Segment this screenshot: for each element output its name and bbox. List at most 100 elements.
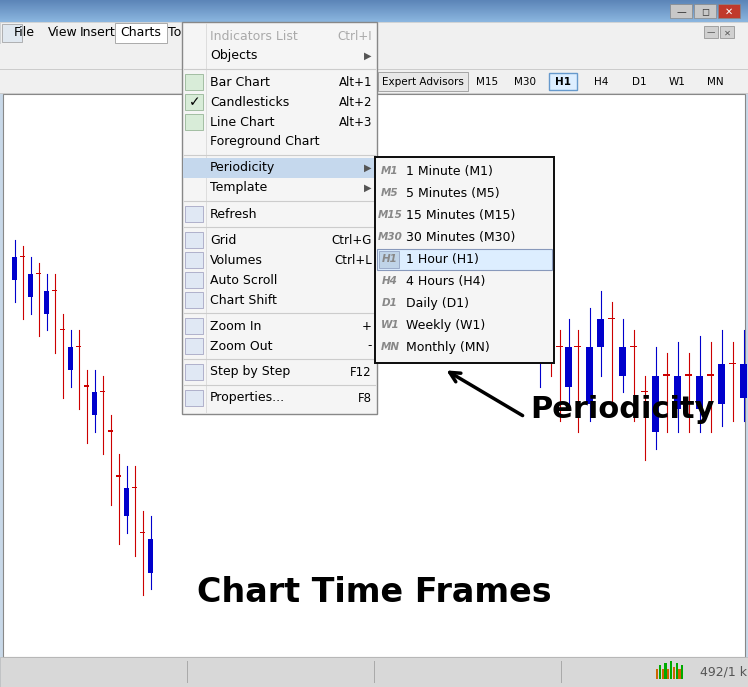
Text: M30: M30	[378, 232, 402, 242]
Text: Properties...: Properties...	[210, 392, 285, 405]
Bar	[117, 475, 121, 477]
Text: Bar Chart: Bar Chart	[210, 76, 270, 89]
Bar	[100, 391, 105, 392]
Text: Alt+2: Alt+2	[339, 95, 372, 109]
Bar	[2, 24, 22, 42]
Bar	[672, 667, 675, 679]
Bar	[76, 346, 82, 348]
Bar	[185, 318, 203, 334]
Bar	[37, 273, 41, 274]
Text: 30 Minutes (M30): 30 Minutes (M30)	[406, 231, 515, 243]
Text: Weekly (W1): Weekly (W1)	[406, 319, 485, 332]
Text: Volumes: Volumes	[210, 254, 263, 267]
Text: Help: Help	[272, 27, 301, 39]
Text: H1: H1	[555, 77, 571, 87]
Text: Grid: Grid	[210, 234, 236, 247]
Bar	[557, 346, 563, 348]
Text: ✓: ✓	[189, 95, 200, 109]
Bar	[374, 72, 375, 91]
Text: Candlesticks: Candlesticks	[210, 95, 289, 109]
Bar	[115, 23, 167, 43]
Text: -: -	[367, 339, 372, 352]
Bar	[0, 5, 748, 6]
Text: F8: F8	[358, 392, 372, 405]
Bar	[183, 158, 376, 178]
Bar	[670, 661, 672, 679]
Text: 4 Hours (H4): 4 Hours (H4)	[406, 275, 485, 287]
Bar	[561, 661, 562, 683]
Bar	[661, 669, 663, 679]
Bar	[675, 663, 678, 679]
Text: H4: H4	[594, 77, 608, 87]
Bar	[185, 74, 203, 90]
Bar	[185, 390, 203, 406]
Text: W1: W1	[381, 320, 399, 330]
Bar	[659, 665, 661, 679]
Text: Ctrl+I: Ctrl+I	[337, 30, 372, 43]
Bar	[28, 274, 34, 297]
Text: Foreground Chart: Foreground Chart	[210, 135, 319, 148]
Bar	[149, 539, 153, 572]
Text: M15: M15	[378, 210, 402, 220]
Text: ▶: ▶	[364, 183, 371, 193]
Text: Ctrl+L: Ctrl+L	[334, 254, 372, 267]
Bar	[656, 669, 658, 679]
Bar	[377, 249, 552, 270]
Bar	[108, 430, 114, 432]
Bar	[93, 392, 97, 415]
Bar	[0, 6, 748, 7]
Text: Expert Advisors: Expert Advisors	[382, 77, 464, 87]
Bar	[664, 663, 666, 679]
Bar	[0, 11, 748, 12]
Text: Zoom In: Zoom In	[210, 319, 261, 333]
Text: 492/1 kb: 492/1 kb	[700, 666, 748, 679]
Text: Line Chart: Line Chart	[210, 115, 275, 128]
Bar	[675, 376, 681, 409]
Text: Alt+1: Alt+1	[339, 76, 372, 89]
Text: Charts: Charts	[120, 27, 161, 39]
Bar	[681, 665, 684, 679]
Text: Alt+3: Alt+3	[339, 115, 372, 128]
Text: H4: H4	[382, 276, 398, 286]
Text: Insert: Insert	[80, 27, 116, 39]
Text: D1: D1	[382, 298, 398, 308]
Bar	[0, 7, 748, 8]
Text: File: File	[14, 27, 35, 39]
Bar	[374, 661, 375, 683]
Bar	[206, 23, 207, 413]
Bar	[0, 70, 748, 94]
Bar	[663, 374, 670, 376]
Bar	[574, 346, 581, 348]
Bar	[0, 0, 748, 1]
Text: —: —	[676, 7, 686, 17]
Bar	[0, 69, 748, 70]
Bar	[598, 319, 604, 348]
Text: Indicators List: Indicators List	[210, 30, 298, 43]
Bar	[185, 292, 203, 308]
Bar	[0, 19, 748, 20]
Bar	[0, 21, 748, 22]
Text: M15: M15	[476, 77, 498, 87]
Bar	[185, 206, 203, 222]
Text: Tools: Tools	[168, 27, 199, 39]
Bar	[378, 72, 468, 91]
Bar	[631, 346, 637, 348]
Text: Objects: Objects	[210, 49, 257, 63]
Text: View: View	[48, 27, 78, 39]
Text: ▶: ▶	[364, 51, 371, 61]
Text: Window: Window	[220, 27, 269, 39]
Bar	[20, 256, 25, 257]
Bar	[0, 14, 748, 15]
Bar	[69, 348, 73, 370]
Text: Chart Shift: Chart Shift	[210, 293, 277, 306]
Bar	[694, 4, 716, 18]
Text: Ctrl+G: Ctrl+G	[331, 234, 372, 247]
Bar	[185, 232, 203, 248]
Bar	[0, 4, 748, 5]
Text: W1: W1	[669, 77, 685, 87]
Bar	[704, 26, 718, 38]
Bar	[0, 9, 748, 10]
Bar	[536, 291, 544, 348]
Text: 5 Minutes (M5): 5 Minutes (M5)	[406, 186, 500, 199]
Bar	[376, 158, 553, 362]
